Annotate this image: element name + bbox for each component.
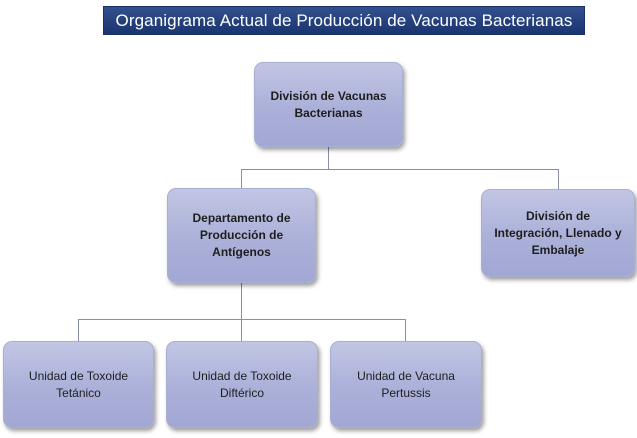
node-label: Unidad de Vacuna Pertussis [357,368,455,400]
node-label: División de Integración, Llenado y Embal… [494,208,622,257]
chart-title-text: Organigrama Actual de Producción de Vacu… [115,10,573,30]
node-unidad-vacuna-pertussis: Unidad de Vacuna Pertussis [330,341,482,428]
node-departamento-produccion-antigenos: Departamento de Producción de Antígenos [167,188,316,283]
node-unidad-toxoide-tetanico: Unidad de Toxoide Tetánico [3,341,154,428]
node-label: División de Vacunas Bacterianas [270,88,387,120]
node-division-integracion-llenado-embalaje: División de Integración, Llenado y Embal… [481,189,635,277]
node-label: Departamento de Producción de Antígenos [192,211,291,259]
node-label: Unidad de Toxoide Tetánico [28,368,129,400]
node-label: Unidad de Toxoide Diftérico [192,368,292,400]
chart-title: Organigrama Actual de Producción de Vacu… [103,6,585,35]
node-unidad-toxoide-difterico: Unidad de Toxoide Diftérico [166,341,318,428]
node-division-vacunas-bacterianas: División de Vacunas Bacterianas [254,62,403,147]
